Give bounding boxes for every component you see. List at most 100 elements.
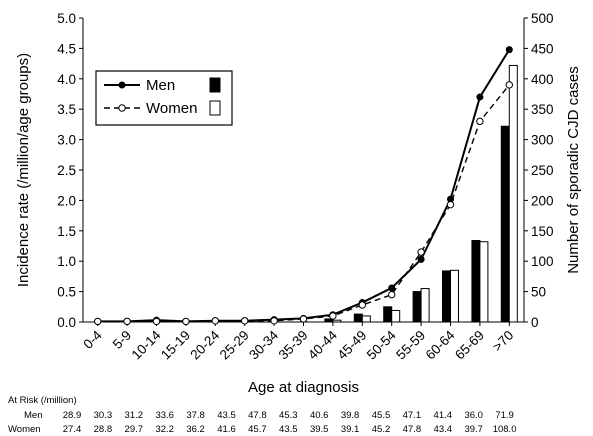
legend-men-marker [118,81,126,89]
left-tick-label: 3.0 [57,133,76,148]
at-risk-women-label: Women [8,424,41,435]
at-risk-men-value: 33.6 [155,410,174,421]
at-risk-men-value: 28.9 [63,410,82,421]
bar-men [500,125,510,323]
left-tick-label: 5.0 [57,11,76,26]
y-axis-left-title: Incidence rate (/million/age groups) [15,53,32,287]
at-risk-women-value: 39.7 [464,424,483,435]
point-women [123,317,131,326]
at-risk-men-value: 47.8 [248,410,267,421]
x-tick-label: 40-44 [305,327,340,362]
legend-women-marker [118,104,126,112]
right-tick-label: 400 [531,72,554,87]
point-men [476,93,484,101]
right-tick-label: 350 [531,102,554,117]
bar-men [442,270,451,323]
at-risk-women-value: 27.4 [63,424,82,435]
at-risk-women-value: 29.7 [125,424,144,435]
at-risk-women-value: 43.5 [279,424,298,435]
at-risk-women-value: 45.7 [248,424,267,435]
at-risk-men-value: 71.9 [495,410,514,421]
bar-men [353,313,363,323]
right-tick-label: 450 [531,41,554,56]
bar-women [332,319,342,323]
at-risk-men-value: 36.0 [464,410,483,421]
left-tick-label: 3.5 [57,102,76,117]
right-tick-label: 500 [531,11,554,26]
legend-men-bar-swatch [209,77,221,93]
point-men [417,255,425,263]
point-women [270,317,278,325]
y-axis-right-title: Number of sporadic CJD cases [565,66,582,274]
x-tick-label: 35-39 [276,328,311,363]
legend-men-label: Men [146,77,175,94]
left-tick-label: 0.0 [57,315,76,330]
at-risk-men-value: 40.6 [310,410,329,421]
at-risk-men-value: 47.1 [403,410,422,421]
at-risk-women-value: 36.2 [186,424,205,435]
left-tick-label: 1.0 [57,254,76,269]
at-risk-men-value: 30.3 [94,410,113,421]
point-men [505,46,513,54]
at-risk-women-value: 39.5 [310,424,329,435]
bar-women [479,241,489,323]
left-tick-label: 4.0 [57,72,76,87]
bar-men [412,291,422,323]
bar-men [383,306,393,323]
right-tick-label: 200 [531,193,554,208]
legend-women-label: Women [146,100,197,117]
point-women [152,317,161,326]
at-risk-women-value: 32.2 [155,424,174,435]
x-tick-label: 60-64 [423,327,458,362]
bar-men [471,240,481,323]
legend-box [95,70,233,126]
x-tick-label: 10-14 [129,327,164,362]
x-tick-label: 0-4 [80,327,105,352]
at-risk-men-value: 45.3 [279,410,298,421]
at-risk-men-value: 31.2 [125,410,144,421]
right-tick-label: 300 [531,133,554,148]
legend-women-bar-swatch [209,100,221,116]
x-tick-label: 65-69 [452,328,487,363]
x-tick-label: 30-34 [246,327,281,362]
x-tick-label: >70 [490,328,517,355]
bar-women [450,269,459,323]
left-tick-label: 1.5 [57,224,76,239]
right-tick-label: 100 [531,254,554,269]
left-tick-label: 0.5 [57,285,76,300]
right-tick-label: 0 [531,315,539,330]
left-tick-label: 2.5 [57,163,76,178]
at-risk-men-value: 39.8 [341,410,360,421]
point-women [241,317,249,325]
point-women [417,248,425,256]
bar-women [420,288,430,323]
at-risk-men-value: 45.5 [372,410,391,421]
at-risk-women-value: 28.8 [94,424,113,435]
at-risk-men-label: Men [24,410,42,421]
point-women [182,317,190,326]
x-tick-label: 25-29 [217,328,252,363]
at-risk-women-value: 43.4 [434,424,453,435]
at-risk-women-value: 47.8 [403,424,422,435]
point-women [476,117,484,126]
x-tick-label: 55-59 [393,328,428,363]
x-tick-label: 50-54 [364,327,399,362]
point-women [388,290,396,299]
at-risk-women-value: 45.2 [372,424,391,435]
at-risk-women-value: 108.0 [493,424,517,435]
at-risk-men-value: 43.5 [217,410,236,421]
point-women [329,312,337,320]
at-risk-men-value: 37.8 [186,410,205,421]
right-tick-label: 50 [531,285,546,300]
x-tick-label: 5-9 [110,328,134,352]
point-women [358,301,366,309]
point-women [94,317,102,326]
point-women [446,200,455,209]
left-tick-label: 2.0 [57,193,76,208]
at-risk-women-value: 39.1 [341,424,360,435]
x-tick-label: 15-19 [158,328,193,363]
left-tick-label: 4.5 [57,41,76,56]
at-risk-men-value: 41.4 [434,410,453,421]
